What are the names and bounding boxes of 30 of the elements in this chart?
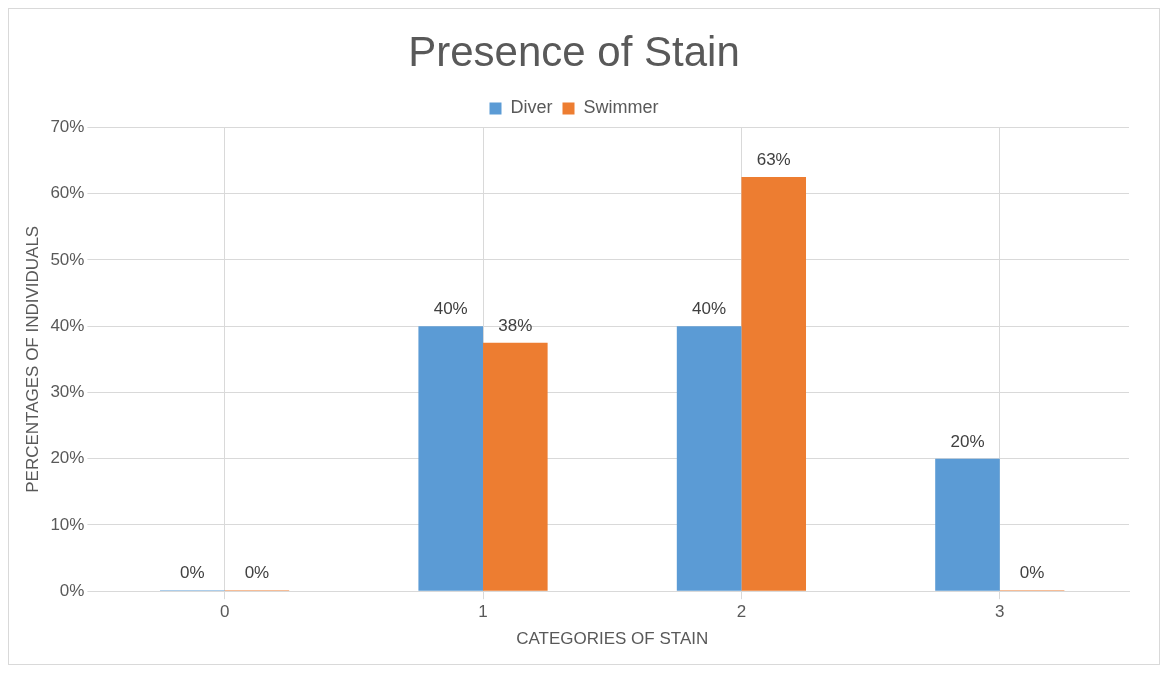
legend-label: Diver — [510, 97, 553, 118]
bar — [741, 177, 807, 591]
data-label: 38% — [498, 315, 533, 335]
y-tick-label: 20% — [50, 448, 85, 468]
y-tick-label: 60% — [50, 183, 85, 203]
legend-label: Swimmer — [583, 97, 659, 118]
x-tick-label: 2 — [736, 602, 747, 622]
data-label: 20% — [950, 431, 985, 451]
bar — [483, 342, 548, 591]
bar — [418, 326, 484, 591]
y-axis-title: PERCENTAGES OF INDIVIDUALS — [22, 225, 42, 493]
chart-title: Presence of Stain — [408, 27, 740, 75]
x-tick-label: 1 — [478, 602, 488, 622]
bar — [676, 326, 742, 591]
x-tick-label: 0 — [219, 602, 230, 622]
x-axis-title: CATEGORIES OF STAIN — [516, 629, 709, 649]
bar — [935, 458, 1000, 591]
y-tick-label: 70% — [50, 117, 85, 137]
y-tick-label: 40% — [50, 315, 85, 335]
data-label: 0% — [1019, 563, 1045, 583]
data-label: 40% — [692, 299, 727, 319]
data-label: 63% — [756, 150, 791, 170]
y-tick-label: 0% — [59, 580, 85, 600]
data-label: 0% — [180, 563, 205, 583]
y-tick-label: 10% — [50, 514, 85, 534]
y-tick-label: 50% — [50, 249, 85, 269]
y-tick-label: 30% — [50, 382, 85, 402]
data-label: 0% — [244, 563, 270, 583]
data-label: 40% — [433, 299, 468, 319]
x-tick-label: 3 — [995, 602, 1005, 622]
